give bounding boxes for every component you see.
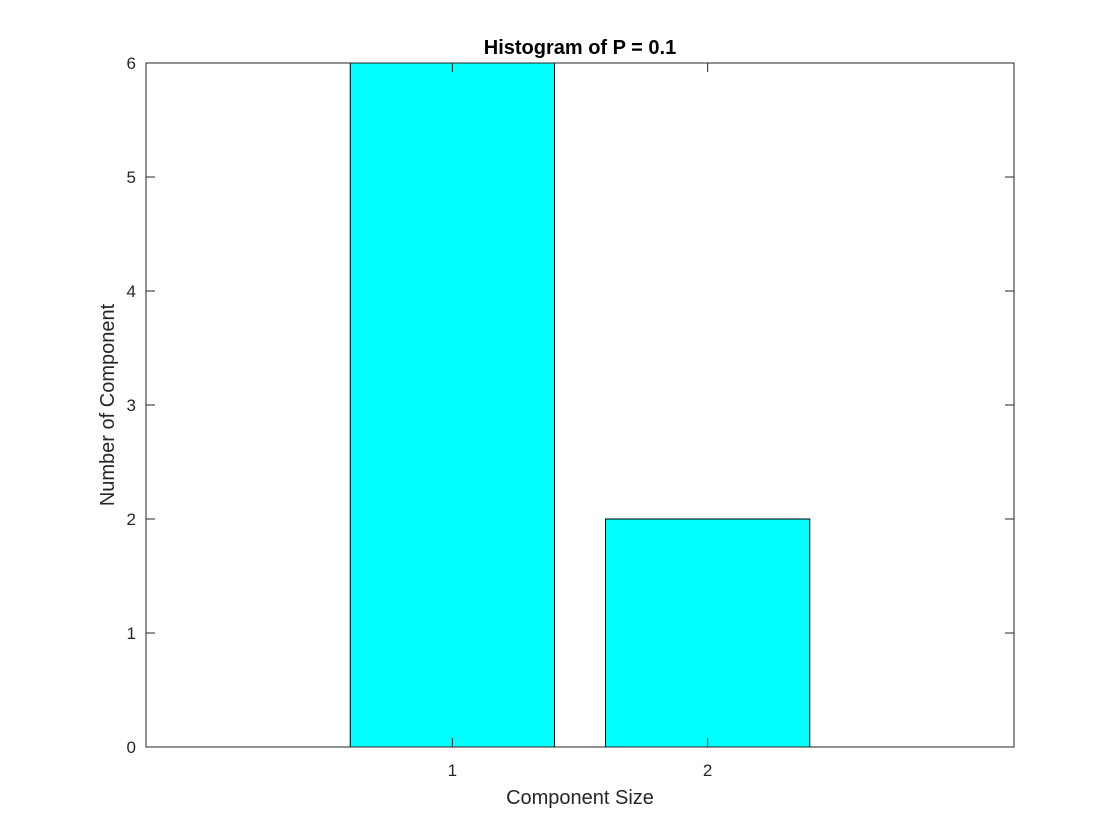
y-tick-label: 2 — [127, 510, 136, 529]
bar-2 — [605, 518, 811, 748]
chart-title: Histogram of P = 0.1 — [484, 37, 676, 59]
y-tick-label: 6 — [127, 54, 136, 73]
y-tick-label: 4 — [127, 282, 136, 301]
y-tick-label: 5 — [127, 168, 136, 187]
x-tick-label: 1 — [448, 761, 457, 780]
bar-1 — [349, 62, 555, 748]
x-axis-label: Component Size — [506, 787, 654, 809]
y-axis-label: Number of Component — [97, 303, 119, 506]
y-tick-label: 0 — [127, 738, 136, 757]
x-tick-label: 2 — [703, 761, 712, 780]
y-tick-label: 1 — [127, 624, 136, 643]
ticks-group: 0 1 2 3 4 5 6 1 2 — [127, 54, 1014, 780]
bars-group — [349, 62, 811, 748]
y-tick-label: 3 — [127, 396, 136, 415]
